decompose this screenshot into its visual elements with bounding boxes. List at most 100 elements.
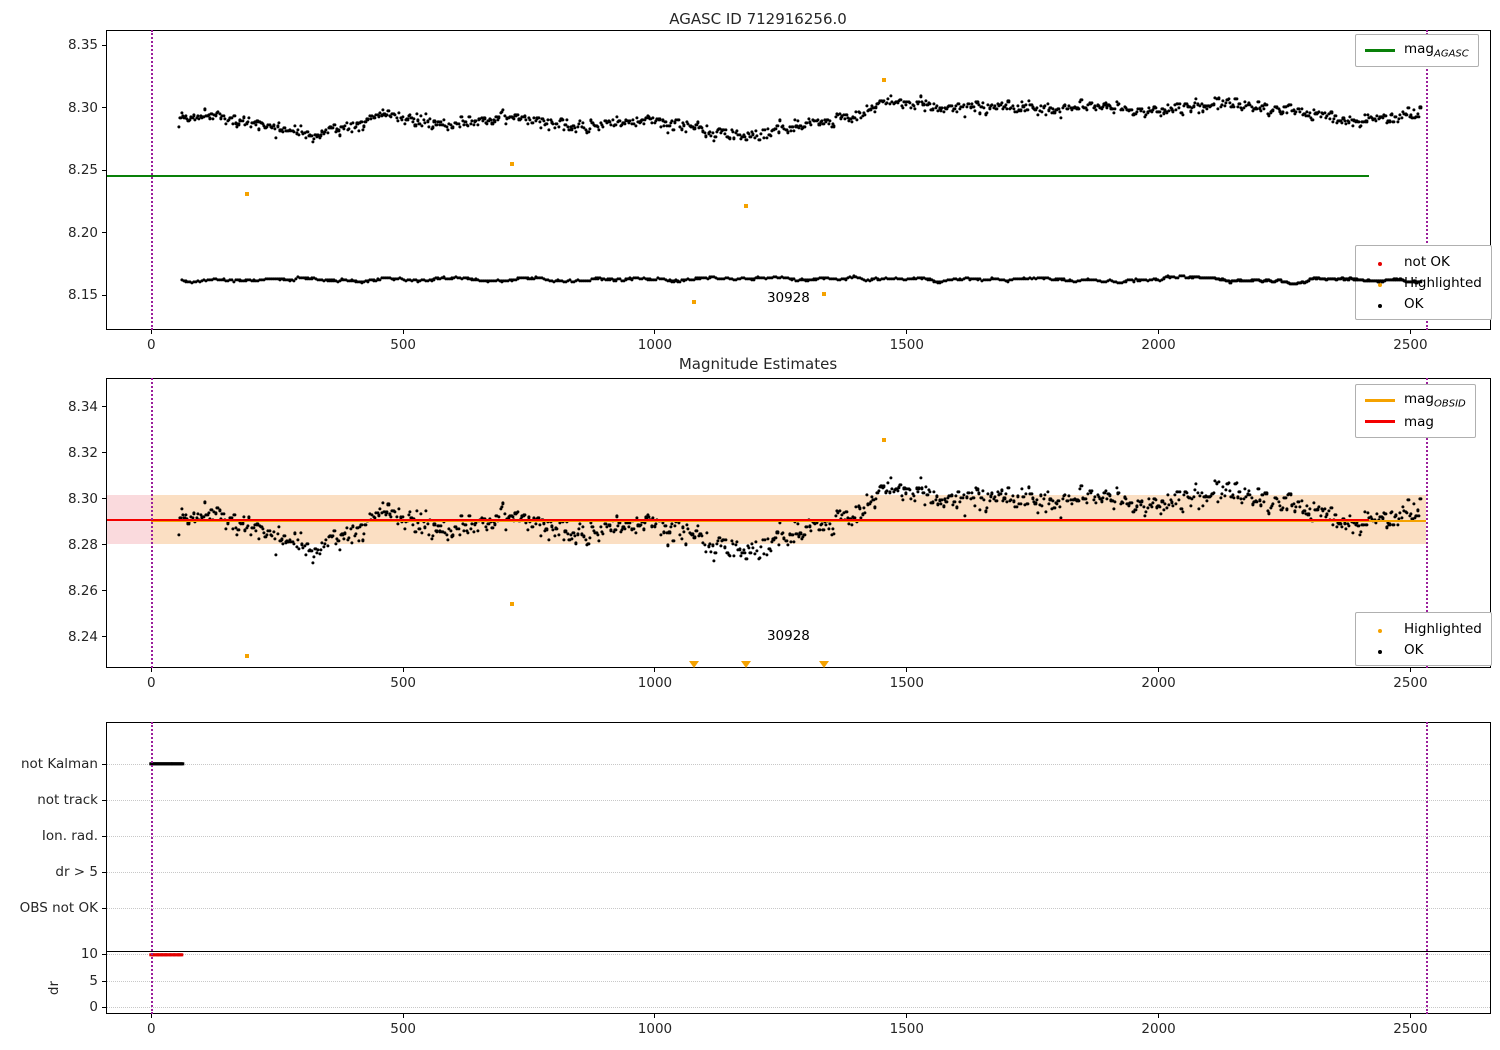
data-point (1216, 499, 1220, 504)
dr-data-point (356, 280, 360, 284)
data-point (1321, 508, 1325, 512)
dr-data-point (772, 275, 776, 279)
dr-data-point (444, 277, 448, 281)
data-point (1243, 487, 1247, 491)
data-point (586, 542, 590, 546)
data-point (431, 125, 435, 130)
data-point (254, 529, 258, 533)
data-point (516, 113, 520, 117)
dr-data-point (878, 278, 882, 282)
dr-data-point (852, 274, 856, 278)
dr-data-point (284, 278, 288, 282)
data-point (501, 108, 505, 112)
data-point (885, 101, 889, 105)
data-point (1329, 506, 1333, 510)
data-point (670, 522, 674, 526)
data-point (729, 128, 734, 132)
data-point (1151, 501, 1155, 505)
dr-data-point (1176, 276, 1180, 280)
dr-data-point (818, 276, 822, 280)
panel2-title: Magnitude Estimates (678, 355, 838, 373)
dr-data-point (524, 276, 528, 280)
dr-data-point (580, 279, 584, 283)
data-point (247, 115, 251, 120)
dr-data-point (616, 277, 620, 281)
dr-data-point (890, 277, 894, 281)
data-point (661, 118, 665, 122)
obsid-boundary-line (151, 30, 154, 330)
data-point (1175, 490, 1179, 494)
data-point (896, 489, 900, 493)
data-point (1163, 502, 1167, 506)
dr-data-point (1274, 279, 1278, 283)
data-point (296, 538, 300, 542)
highlighted-point (882, 78, 887, 82)
data-point (740, 135, 744, 139)
dr-data-point (1366, 278, 1371, 282)
dr-data-point (348, 279, 352, 283)
legend-label: magAGASC (1404, 41, 1469, 60)
data-point (253, 523, 257, 527)
dr-data-point (380, 276, 384, 280)
data-point (420, 531, 424, 535)
data-point (425, 522, 430, 526)
data-point (1232, 496, 1236, 500)
data-point (312, 137, 316, 141)
data-point (886, 97, 890, 101)
data-point (982, 106, 986, 110)
dr-data-point (912, 276, 916, 280)
dr-data-point (1388, 278, 1393, 282)
data-point (705, 124, 709, 128)
dr-data-point (314, 277, 318, 281)
data-point (923, 109, 927, 113)
dr-data-point (1188, 275, 1192, 279)
legend-mag-lines: magOBSID mag (1355, 384, 1476, 438)
data-point (701, 541, 705, 545)
data-point (411, 523, 415, 527)
x-tick-mark (150, 668, 152, 672)
data-point (983, 509, 988, 514)
dr-data-point (724, 276, 728, 280)
data-point (1112, 507, 1116, 511)
mag-agasc-line (107, 174, 1369, 177)
data-point (916, 102, 920, 106)
data-point (1397, 517, 1401, 521)
data-point (281, 130, 285, 134)
data-point (1085, 501, 1089, 505)
data-point (919, 94, 923, 98)
data-point (748, 135, 753, 139)
data-point (448, 529, 453, 533)
data-point (1398, 113, 1402, 117)
data-point (1304, 512, 1308, 516)
dr-data-point (1354, 277, 1359, 282)
dr-data-point (436, 276, 440, 281)
dr-data-point (662, 277, 666, 281)
dr-data-point (1338, 276, 1343, 281)
data-point (343, 531, 347, 536)
data-point (1391, 523, 1396, 527)
y-tick-mark (102, 107, 106, 108)
x-tick-mark (150, 1014, 152, 1018)
data-point (1158, 110, 1162, 114)
dr-data-point (984, 278, 988, 282)
data-point (654, 119, 658, 123)
dr-data-point (1410, 279, 1415, 284)
dr-data-point (786, 276, 790, 280)
data-point (562, 128, 566, 132)
data-point (336, 539, 341, 543)
data-point (662, 530, 666, 534)
data-point (1285, 111, 1289, 115)
y-tick-label: 8.34 (67, 398, 98, 415)
dr-data-point (1294, 282, 1298, 286)
data-point (996, 490, 1000, 494)
data-point (1270, 504, 1274, 508)
data-point (1406, 498, 1410, 502)
x-tick-mark (1409, 668, 1411, 672)
data-point (1009, 106, 1013, 110)
data-point (470, 119, 474, 123)
dr-data-point (594, 276, 598, 281)
dr-data-point (330, 278, 334, 283)
highlighted-point (509, 601, 514, 606)
dr-data-point (760, 276, 764, 280)
x-tick-label: 500 (390, 337, 417, 353)
